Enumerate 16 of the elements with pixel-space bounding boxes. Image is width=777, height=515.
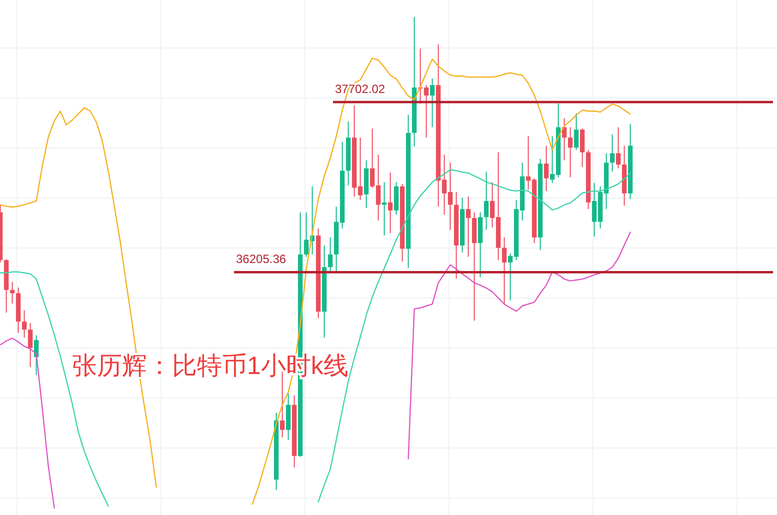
candlestick xyxy=(382,182,387,236)
candlestick xyxy=(502,236,507,304)
annotation: 36205.36 xyxy=(236,252,286,266)
candlestick xyxy=(616,126,621,169)
candlestick xyxy=(28,322,33,368)
candlestick xyxy=(388,172,393,234)
candlestick xyxy=(574,112,579,150)
candlestick xyxy=(430,78,435,128)
candlestick xyxy=(466,196,471,258)
candlestick xyxy=(580,128,585,168)
candlestick xyxy=(328,236,333,274)
candlestick xyxy=(22,310,27,338)
candlestick xyxy=(484,171,489,230)
candlestick xyxy=(610,134,615,172)
candlestick xyxy=(544,145,549,192)
candlestick xyxy=(568,126,573,178)
